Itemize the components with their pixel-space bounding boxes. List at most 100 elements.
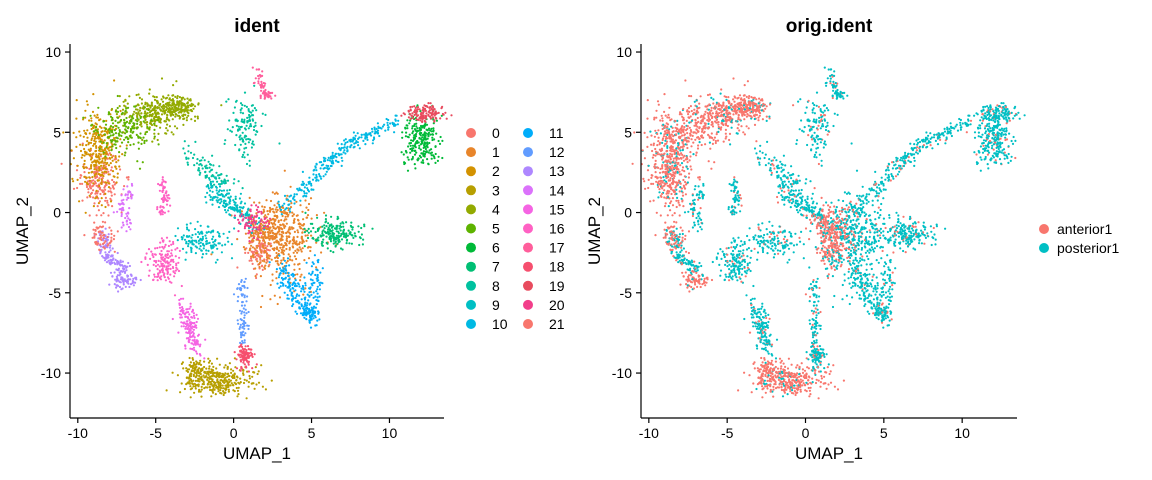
umap-point	[337, 240, 340, 244]
umap-point	[237, 393, 240, 396]
umap-point	[407, 116, 410, 119]
umap-point	[243, 314, 246, 317]
umap-point	[257, 370, 260, 373]
umap-point	[187, 242, 190, 245]
umap-point	[189, 302, 192, 305]
umap-point	[195, 374, 198, 377]
umap-point	[373, 132, 376, 135]
umap-point	[153, 119, 156, 122]
legend-swatch	[523, 223, 533, 234]
umap-point	[206, 383, 209, 386]
umap-point	[230, 368, 233, 371]
umap-point	[110, 239, 113, 242]
umap-point	[269, 283, 272, 287]
umap-point	[90, 119, 93, 122]
umap-point	[192, 312, 195, 315]
umap-point	[94, 137, 98, 140]
umap-point	[83, 147, 86, 151]
umap-point	[280, 233, 283, 236]
umap-point	[250, 235, 253, 238]
umap-point	[264, 224, 267, 227]
umap-point	[324, 221, 327, 224]
umap-point	[188, 335, 192, 338]
umap-point	[254, 275, 257, 278]
umap-point	[330, 230, 333, 233]
umap-point	[162, 187, 165, 190]
umap-point	[252, 226, 255, 229]
umap-point	[414, 146, 417, 149]
umap-point	[167, 256, 170, 259]
umap-point	[250, 222, 253, 225]
umap-point	[418, 117, 421, 120]
umap-point	[172, 133, 175, 136]
umap-point	[209, 198, 212, 201]
umap-point	[245, 300, 248, 303]
umap-point	[321, 234, 324, 237]
umap-point	[237, 386, 240, 389]
umap-point	[195, 320, 198, 324]
umap-point	[418, 147, 421, 150]
umap-point	[343, 146, 346, 149]
umap-point	[193, 119, 197, 122]
umap-point	[114, 258, 117, 261]
umap-point	[183, 98, 186, 101]
umap-point	[222, 374, 225, 377]
umap-point	[104, 128, 107, 131]
umap-point	[240, 334, 243, 337]
umap-point	[149, 122, 152, 125]
umap-point	[170, 252, 173, 255]
umap-point	[177, 261, 180, 264]
umap-point	[171, 371, 174, 374]
umap-point	[139, 106, 142, 109]
umap-point	[271, 229, 274, 232]
umap-point	[284, 208, 287, 211]
umap-point	[186, 370, 190, 373]
umap-point	[213, 183, 216, 186]
umap-point	[209, 189, 212, 192]
umap-point	[98, 200, 101, 203]
umap-point	[245, 312, 248, 315]
umap-point	[171, 259, 174, 262]
umap-point	[192, 343, 195, 346]
umap-point	[209, 388, 212, 392]
umap-point	[258, 217, 261, 220]
umap-point	[227, 390, 230, 393]
umap-point	[292, 282, 295, 285]
umap-point	[280, 243, 283, 246]
umap-point	[191, 358, 195, 361]
umap-point	[411, 157, 414, 160]
umap-point	[294, 282, 297, 285]
umap-point	[226, 192, 229, 195]
umap-point	[293, 285, 297, 288]
legend-label: 16	[549, 221, 565, 237]
umap-point	[322, 163, 325, 166]
umap-point	[319, 271, 322, 274]
umap-point	[300, 290, 303, 293]
umap-point	[331, 154, 334, 157]
umap-point	[234, 195, 237, 198]
umap-point	[409, 108, 412, 111]
umap-point	[414, 167, 417, 170]
legend-swatch	[523, 128, 533, 138]
umap-point	[263, 97, 266, 100]
umap-point	[155, 96, 158, 99]
umap-point	[222, 387, 225, 390]
umap-point	[171, 254, 174, 257]
orig-ident-panel-title: orig.ident	[786, 16, 873, 37]
umap-point	[172, 240, 175, 244]
y-tick-label: -10	[41, 365, 61, 381]
umap-point	[299, 199, 302, 202]
umap-point	[228, 202, 231, 205]
umap-point	[255, 363, 258, 366]
umap-point	[110, 119, 113, 122]
umap-point	[309, 246, 312, 249]
umap-point	[245, 397, 248, 400]
umap-point	[273, 249, 276, 252]
umap-point	[226, 373, 229, 376]
umap-point	[194, 379, 197, 382]
umap-point	[89, 192, 93, 195]
umap-point	[205, 367, 208, 370]
umap-point	[201, 167, 204, 170]
legend-label: 9	[492, 297, 500, 313]
umap-point	[86, 129, 89, 132]
